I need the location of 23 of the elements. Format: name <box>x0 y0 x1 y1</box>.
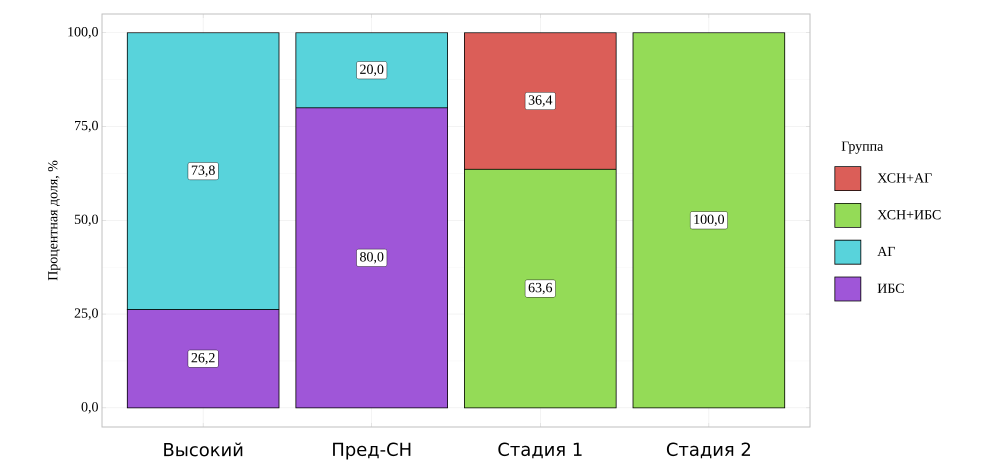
y-tick-label: 75,0 <box>75 120 98 132</box>
data-label: 20,0 <box>360 64 384 76</box>
x-tick-label: Стадия 2 <box>666 442 750 458</box>
legend-label: ХСН+АГ <box>878 173 932 183</box>
y-tick-label: 100,0 <box>68 27 98 38</box>
legend-label: АГ <box>877 246 895 256</box>
legend-label: ХСН+ИБС <box>878 210 941 220</box>
data-label: 63,6 <box>528 282 552 294</box>
data-label: 80,0 <box>360 252 384 264</box>
data-label: 36,4 <box>528 95 552 107</box>
y-axis-title: Процентная доля, % <box>48 160 60 280</box>
legend-label: ИБС <box>878 284 904 293</box>
bar <box>632 32 786 408</box>
data-label: 26,2 <box>192 353 215 364</box>
x-tick-label: Пред-СН <box>333 442 410 460</box>
legend-title: Группа <box>842 142 884 154</box>
y-tick-label: 0,0 <box>82 402 98 414</box>
x-tick-label: Стадия 1 <box>498 442 582 458</box>
x-tick-label: Высокий <box>164 442 242 456</box>
y-tick-label: 25,0 <box>74 308 98 320</box>
data-label: 100,0 <box>694 214 724 226</box>
y-tick-label: 50,0 <box>74 214 98 226</box>
data-label: 73,8 <box>192 165 215 177</box>
